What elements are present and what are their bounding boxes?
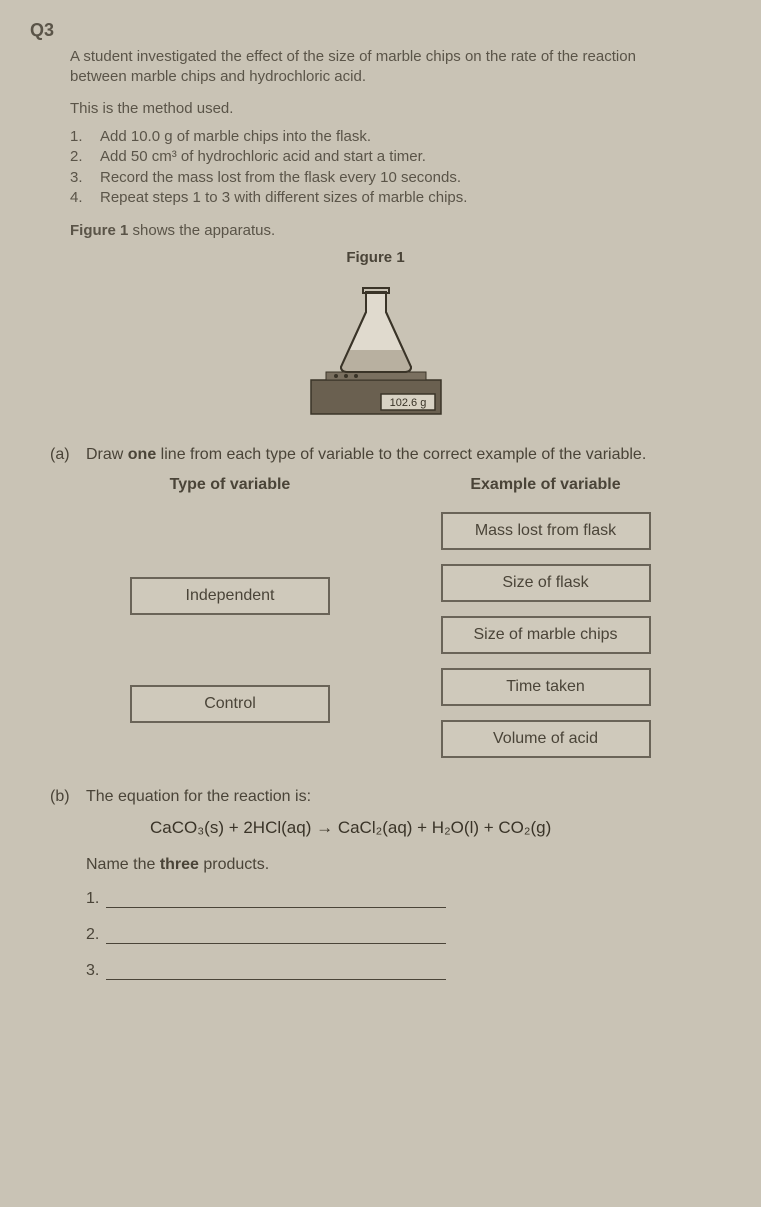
box-size-chips: Size of marble chips — [441, 616, 651, 654]
method-label: This is the method used. — [70, 100, 721, 117]
step-num: 4. — [70, 188, 100, 208]
step-text: Add 10.0 g of marble chips into the flas… — [100, 127, 371, 147]
step-text: Add 50 cm³ of hydrochloric acid and star… — [100, 147, 426, 167]
step-num: 2. — [70, 147, 100, 167]
step-num: 1. — [70, 127, 100, 147]
match-headers: Type of variable Example of variable — [90, 476, 721, 494]
header-example: Example of variable — [370, 476, 721, 494]
method-steps: 1. Add 10.0 g of marble chips into the f… — [70, 127, 721, 208]
step-4: 4. Repeat steps 1 to 3 with different si… — [70, 188, 721, 208]
figure-1: 102.6 g — [30, 272, 721, 422]
step-text: Repeat steps 1 to 3 with different sizes… — [100, 188, 467, 208]
part-a: (a) Draw one line from each type of vari… — [50, 446, 721, 464]
box-size-flask: Size of flask — [441, 564, 651, 602]
part-a-text: Draw one line from each type of variable… — [86, 446, 646, 464]
apparatus-svg: 102.6 g — [286, 272, 466, 422]
figure-shows-text: Figure 1 shows the apparatus. — [70, 222, 721, 239]
part-b: (b) The equation for the reaction is: — [50, 788, 721, 806]
figure-ref: Figure 1 — [70, 222, 128, 239]
knob-icon — [334, 374, 338, 378]
left-column: Independent Control — [90, 512, 370, 758]
intro-line-2: between marble chips and hydrochloric ac… — [70, 68, 366, 85]
equation: CaCO₃(s) + 2HCl(aq) → CaCl₂(aq) + H₂O(l)… — [150, 818, 721, 838]
question-number: Q3 — [30, 20, 721, 41]
knob-icon — [344, 374, 348, 378]
intro-line-1: A student investigated the effect of the… — [70, 48, 636, 65]
answer-num: 2. — [86, 926, 106, 944]
blank-line[interactable] — [106, 962, 446, 980]
step-1: 1. Add 10.0 g of marble chips into the f… — [70, 127, 721, 147]
part-a-label: (a) — [50, 446, 86, 464]
blank-line[interactable] — [106, 890, 446, 908]
step-3: 3. Record the mass lost from the flask e… — [70, 168, 721, 188]
blank-line[interactable] — [106, 926, 446, 944]
header-type: Type of variable — [90, 476, 370, 494]
box-mass-lost: Mass lost from flask — [441, 512, 651, 550]
answer-line-1: 1. — [86, 890, 721, 908]
answer-line-2: 2. — [86, 926, 721, 944]
box-volume-acid: Volume of acid — [441, 720, 651, 758]
name-products-label: Name the three products. — [86, 856, 721, 874]
right-column: Mass lost from flask Size of flask Size … — [370, 512, 721, 758]
box-time-taken: Time taken — [441, 668, 651, 706]
step-num: 3. — [70, 168, 100, 188]
box-independent: Independent — [130, 577, 330, 615]
intro-text: A student investigated the effect of the… — [70, 47, 721, 86]
figure-caption: Figure 1 — [30, 249, 721, 266]
step-2: 2. Add 50 cm³ of hydrochloric acid and s… — [70, 147, 721, 167]
flask-liquid — [341, 350, 411, 372]
answer-line-3: 3. — [86, 962, 721, 980]
balance-reading: 102.6 g — [389, 397, 426, 409]
balance-plate — [326, 372, 426, 380]
knob-icon — [354, 374, 358, 378]
answer-num: 3. — [86, 962, 106, 980]
step-text: Record the mass lost from the flask ever… — [100, 168, 461, 188]
part-b-label: (b) — [50, 788, 86, 806]
answer-num: 1. — [86, 890, 106, 908]
box-control: Control — [130, 685, 330, 723]
part-b-text: The equation for the reaction is: — [86, 788, 311, 806]
match-area: Independent Control Mass lost from flask… — [90, 512, 721, 758]
